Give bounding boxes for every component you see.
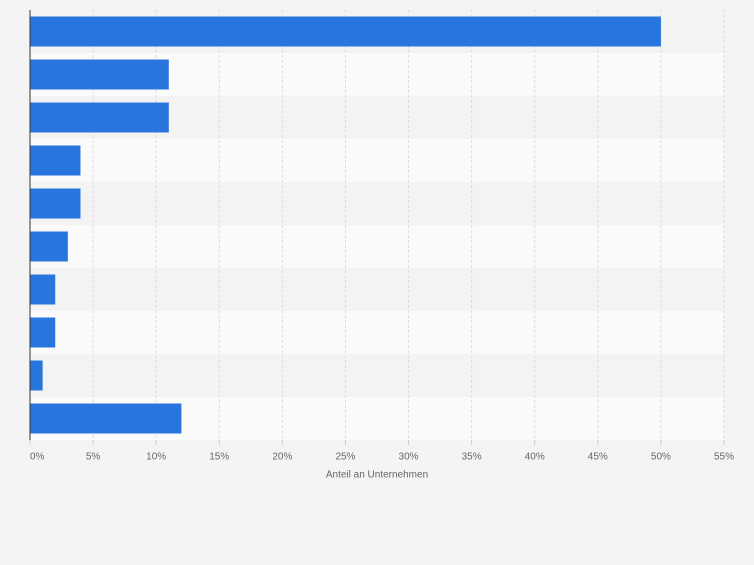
plot-background — [30, 10, 724, 440]
bar — [30, 145, 81, 176]
bar — [30, 317, 56, 348]
bar — [30, 403, 182, 434]
x-tick-label: 35% — [462, 452, 482, 463]
bar — [30, 16, 661, 47]
row-band — [30, 182, 724, 225]
x-tick-label: 20% — [272, 452, 292, 463]
x-tick-label: 55% — [714, 452, 734, 463]
x-tick-label: 50% — [651, 452, 671, 463]
bar — [30, 59, 169, 90]
x-tick-label: 25% — [335, 452, 355, 463]
row-band — [30, 225, 724, 268]
x-tick-label: 10% — [146, 452, 166, 463]
bar — [30, 231, 68, 262]
x-tick-label: 40% — [525, 452, 545, 463]
x-axis-label: Anteil an Unternehmen — [326, 470, 428, 481]
bar — [30, 274, 56, 305]
row-band — [30, 354, 724, 397]
row-band — [30, 268, 724, 311]
row-band — [30, 139, 724, 182]
bar — [30, 360, 43, 391]
bar — [30, 188, 81, 219]
bar — [30, 102, 169, 133]
x-tick-label: 15% — [209, 452, 229, 463]
x-tick-label: 0% — [30, 452, 45, 463]
x-tick-label: 5% — [86, 452, 101, 463]
x-tick-label: 45% — [588, 452, 608, 463]
x-tick-label: 30% — [399, 452, 419, 463]
row-band — [30, 311, 724, 354]
